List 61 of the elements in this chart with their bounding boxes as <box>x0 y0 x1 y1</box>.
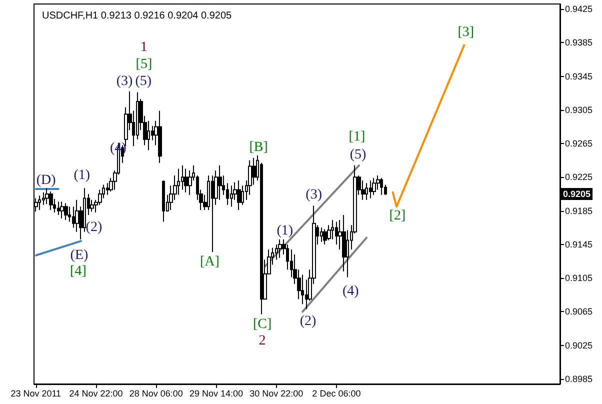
annotation: (4) <box>342 284 360 300</box>
candlestick <box>369 180 372 199</box>
x-tick-label: 24 Nov 22:00 <box>69 388 123 398</box>
y-tick-label: 0.9265 <box>565 138 593 149</box>
candlestick <box>57 201 60 216</box>
annotation: (1) <box>74 168 90 183</box>
annotation: [2] <box>389 208 406 224</box>
candlestick <box>278 238 282 258</box>
x-tick-label: 29 Nov 14:00 <box>189 388 243 398</box>
annotation: (2) <box>86 220 102 235</box>
annotation: 1 <box>140 40 148 56</box>
annotation: (E) <box>70 248 89 264</box>
x-tick-label: 2 Dec 06:00 <box>312 388 361 398</box>
candlestick <box>184 168 188 193</box>
y-tick-label: 0.9185 <box>565 206 593 216</box>
annotation: [3] <box>458 25 474 40</box>
y-tick-label: 0.9425 <box>565 4 593 14</box>
x-tick-label: 28 Nov 06:00 <box>129 388 183 398</box>
candlestick <box>64 202 68 221</box>
candlestick <box>230 185 233 208</box>
y-tick-label: 0.9345 <box>565 71 593 82</box>
y-tick-label: 0.9385 <box>565 38 593 48</box>
candlestick <box>147 120 150 151</box>
y-tick-label: 0.9025 <box>565 340 593 350</box>
candlestick <box>365 182 368 200</box>
annotation: (3) <box>306 187 322 202</box>
candlestick <box>237 180 241 210</box>
x-tick-label: 30 Nov 22:00 <box>250 388 304 398</box>
candlestick <box>275 244 278 260</box>
x-tick-label: 23 Nov 2011 <box>10 388 62 398</box>
text: 0.9205 <box>563 189 591 199</box>
y-tick-label: 0.9225 <box>565 172 593 182</box>
text: USDCHF,H1 0.9213 0.9216 0.9204 0.9205 <box>42 10 232 22</box>
annotation: [C] <box>252 316 272 332</box>
annotation: 2 <box>258 334 266 349</box>
candlestick <box>60 201 64 219</box>
y-tick-label: 0.9065 <box>565 306 593 317</box>
annotation: (1) <box>276 223 294 238</box>
annotation: (5) <box>135 74 152 90</box>
candlestick <box>188 170 192 196</box>
annotation: [4] <box>70 264 86 280</box>
candlestick <box>372 178 376 196</box>
y-tick-label: 0.9105 <box>565 273 593 284</box>
candlestick <box>320 227 323 242</box>
annotation: (D) <box>36 173 56 188</box>
annotation: [5] <box>136 56 152 72</box>
candlestick <box>380 178 383 196</box>
annotation: (5) <box>350 148 367 163</box>
y-tick-label: 0.8985 <box>565 374 593 384</box>
annotation: (3) <box>116 74 133 90</box>
y-tick-label: 0.9145 <box>565 239 593 250</box>
annotation: [A] <box>200 254 220 270</box>
annotation: [B] <box>249 140 268 156</box>
candlestick <box>323 228 327 245</box>
y-tick-label: 0.9305 <box>565 104 593 115</box>
candlestick <box>38 195 41 210</box>
annotation: [1] <box>348 130 366 144</box>
candlestick <box>49 190 53 210</box>
candlestick <box>158 110 162 164</box>
candlestick <box>162 180 165 222</box>
annotation: (2) <box>300 314 317 330</box>
